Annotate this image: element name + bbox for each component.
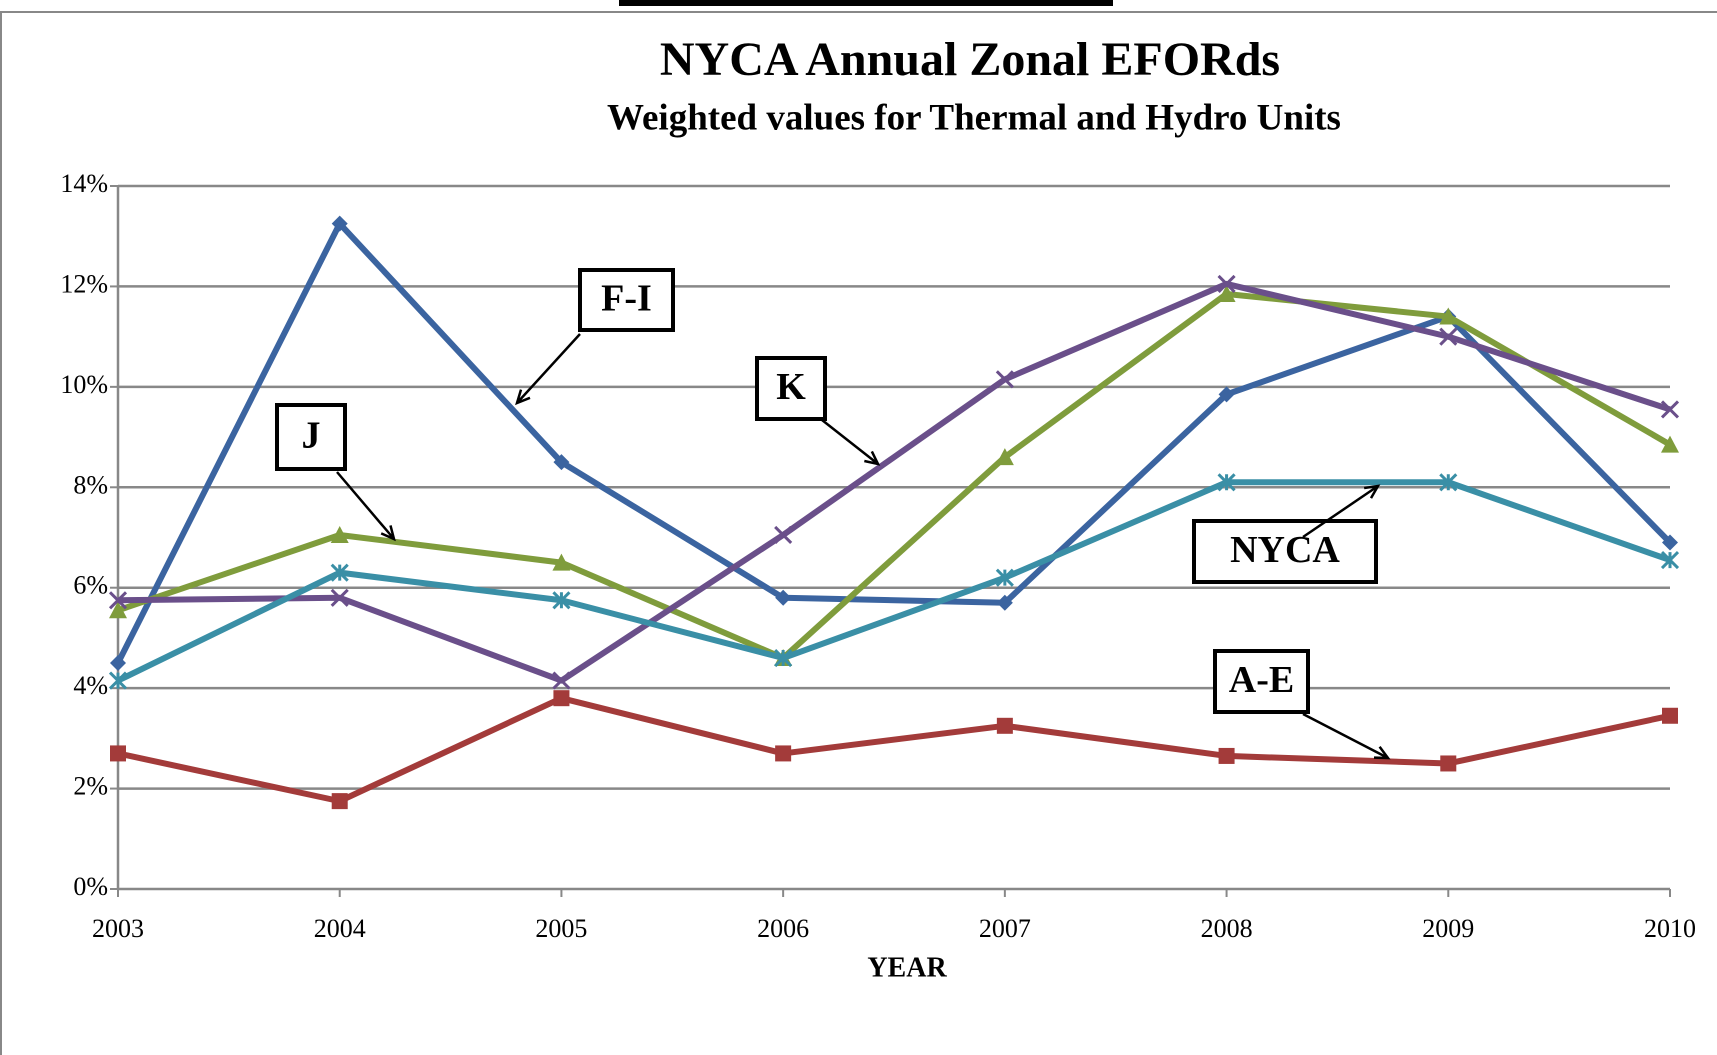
frame — [0, 11, 1717, 1055]
point — [995, 370, 1014, 389]
point — [996, 594, 1013, 611]
y-tick-label: 4% — [73, 671, 108, 700]
point — [1439, 327, 1458, 346]
point — [553, 690, 570, 707]
chart-title: NYCA Annual Zonal EFORds — [660, 33, 1280, 86]
y-tick-label: 2% — [73, 772, 108, 801]
x-tick-label: 2006 — [757, 914, 809, 943]
annotation-label: A-E — [1229, 659, 1294, 701]
point — [1660, 400, 1680, 419]
annotation-arrow — [821, 419, 881, 466]
point — [1217, 473, 1236, 492]
point — [775, 589, 792, 606]
point — [109, 601, 127, 619]
annotation-box — [1213, 649, 1310, 714]
point — [330, 588, 349, 607]
point — [331, 793, 348, 810]
point — [552, 591, 571, 610]
point — [108, 591, 128, 610]
point — [1662, 707, 1678, 724]
x-tick-label: 2004 — [314, 914, 366, 943]
point — [552, 671, 571, 690]
annotation-box — [1192, 519, 1378, 584]
point — [1217, 274, 1236, 293]
annotation-box — [755, 356, 827, 421]
annotation-label: J — [302, 415, 321, 457]
x-axis-label: YEAR — [867, 952, 947, 983]
point — [110, 745, 126, 762]
point — [1439, 473, 1458, 492]
annotation-label: NYCA — [1230, 529, 1340, 571]
y-tick-label: 6% — [73, 571, 108, 600]
x-tick-label: 2003 — [92, 914, 144, 943]
series-line — [117, 280, 1671, 684]
series-line — [116, 479, 1671, 684]
x-tick-label: 2009 — [1422, 914, 1474, 943]
annotation-label: K — [776, 366, 806, 408]
point — [995, 568, 1014, 587]
annotation-arrow — [1302, 712, 1391, 760]
y-tick-label: 8% — [73, 470, 108, 499]
x-tick-label: 2010 — [1644, 914, 1696, 943]
point — [552, 553, 571, 571]
x-tick-label: 2008 — [1201, 914, 1253, 943]
chart-subtitle: Weighted values for Thermal and Hydro Un… — [607, 97, 1341, 138]
series-line — [117, 290, 1672, 662]
top-bar — [619, 0, 1113, 6]
point — [553, 454, 570, 471]
point — [1662, 534, 1678, 551]
point — [1661, 435, 1679, 453]
point — [996, 717, 1013, 734]
annotation-box — [275, 403, 347, 471]
point — [1439, 307, 1458, 325]
point — [110, 655, 126, 672]
point — [331, 215, 348, 232]
point — [1218, 386, 1235, 403]
point — [774, 525, 793, 545]
x-tick-label: 2005 — [535, 914, 587, 943]
point — [1660, 551, 1680, 570]
point — [330, 525, 349, 543]
annotation-arrow — [336, 471, 396, 542]
annotation-box — [578, 268, 675, 332]
y-tick-label: 0% — [73, 872, 108, 901]
y-tick-label: 14% — [60, 169, 108, 198]
annotation-arrow — [1302, 484, 1381, 539]
series-line — [117, 695, 1671, 805]
point — [1218, 747, 1235, 764]
point — [774, 648, 793, 668]
annotation-label: F-I — [601, 278, 652, 320]
series-line — [115, 220, 1673, 665]
point — [108, 671, 128, 690]
point — [1440, 755, 1457, 772]
y-tick-label: 10% — [60, 370, 108, 399]
y-tick-label: 12% — [60, 269, 108, 298]
point — [995, 448, 1014, 466]
point — [330, 563, 349, 582]
annotation-arrow — [515, 333, 581, 406]
x-tick-label: 2007 — [979, 914, 1031, 943]
point — [1217, 284, 1236, 302]
point — [775, 745, 792, 762]
